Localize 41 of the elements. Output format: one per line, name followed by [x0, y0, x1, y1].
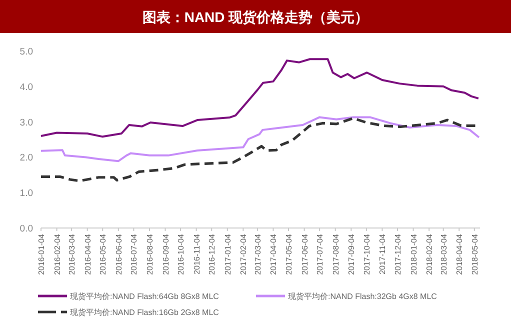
x-tick-label: 2017-02-04 — [239, 233, 248, 275]
legend-label: 现货平均价:NAND Flash:32Gb 4Gx8 MLC — [288, 292, 438, 301]
x-tick-label: 2016-04-04 — [83, 233, 92, 275]
x-tick-label: 2017-06-04 — [300, 233, 310, 275]
x-tick-label: 2016-06-04 — [114, 233, 124, 275]
x-tick-label: 2016-09-04 — [161, 233, 170, 275]
x-tick-label: 2016-07-04 — [130, 233, 139, 275]
x-tick-label: 2017-05-04 — [284, 233, 294, 275]
y-tick-label: 1.0 — [20, 188, 33, 200]
y-tick-label: 3.0 — [20, 117, 33, 128]
line-series — [40, 58, 480, 138]
x-tick-label: 2018-05-04 — [470, 233, 480, 275]
x-tick-label: 2016-11-04 — [192, 233, 202, 274]
x-tick-label: 2018-03-04 — [439, 233, 448, 275]
x-tick-label: 2016-10-04 — [176, 233, 186, 275]
legend-label: 现货平均价:NAND Flash:64Gb 8Gx8 MLC — [70, 292, 220, 301]
x-tick-label: 2016-03-04 — [68, 233, 77, 275]
y-tick-label: 0.0 — [20, 224, 33, 234]
x-tick-label: 2016-01-04 — [37, 233, 46, 275]
x-tick-label: 2016-02-04 — [52, 233, 62, 275]
y-tick-label: 5.0 — [20, 46, 33, 58]
x-tick-label: 2016-08-04 — [145, 233, 154, 275]
y-tick-label: 4.0 — [20, 82, 33, 93]
legend-label: 现货平均价:NAND Flash:16Gb 2Gx8 MLC — [70, 308, 220, 317]
x-tick-label: 2018-01-04 — [409, 233, 418, 275]
y-tick-label: 2.0 — [20, 152, 33, 164]
x-tick-label: 2017-07-04 — [316, 233, 325, 275]
chart-title: 图表：NAND 现货价格走势（美元） — [142, 9, 369, 25]
x-tick-label: 2017-01-04 — [223, 233, 232, 275]
x-tick-label: 2017-12-04 — [393, 233, 402, 275]
x-tick-label: 2018-04-04 — [455, 233, 464, 275]
x-tick-label: 2017-08-04 — [331, 233, 340, 275]
line-series — [40, 116, 480, 162]
x-tick-label: 2018-02-04 — [425, 233, 434, 275]
x-tick-label: 2017-03-04 — [253, 233, 262, 275]
x-tick-label: 2017-11-04 — [378, 233, 388, 274]
x-tick-label: 2016-05-04 — [98, 233, 108, 275]
x-tick-label: 2016-12-04 — [208, 233, 217, 275]
x-tick-label: 2017-10-04 — [362, 233, 372, 275]
x-tick-label: 2017-04-04 — [269, 233, 278, 275]
x-tick-label: 2017-09-04 — [347, 233, 356, 275]
